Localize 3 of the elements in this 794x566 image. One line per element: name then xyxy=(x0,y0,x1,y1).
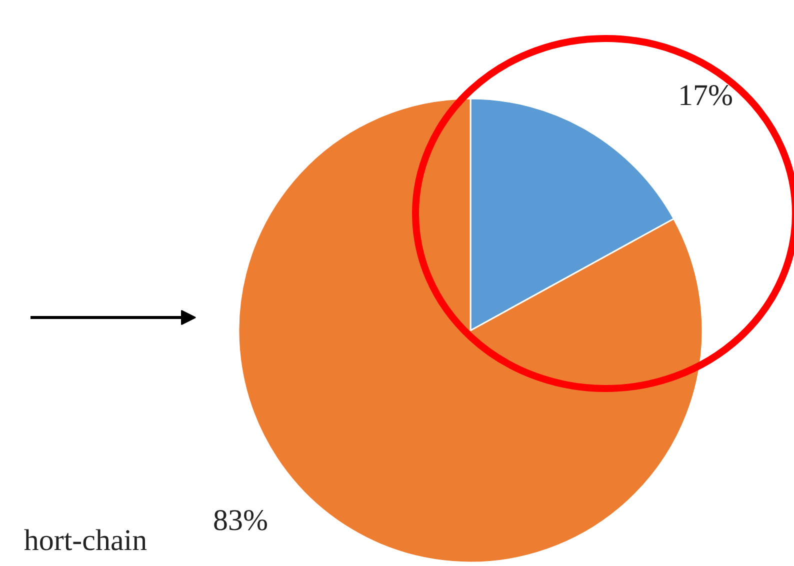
text: hort-chain xyxy=(24,524,148,557)
data-label: 83% xyxy=(213,504,268,537)
data-label: 17% xyxy=(678,79,734,112)
